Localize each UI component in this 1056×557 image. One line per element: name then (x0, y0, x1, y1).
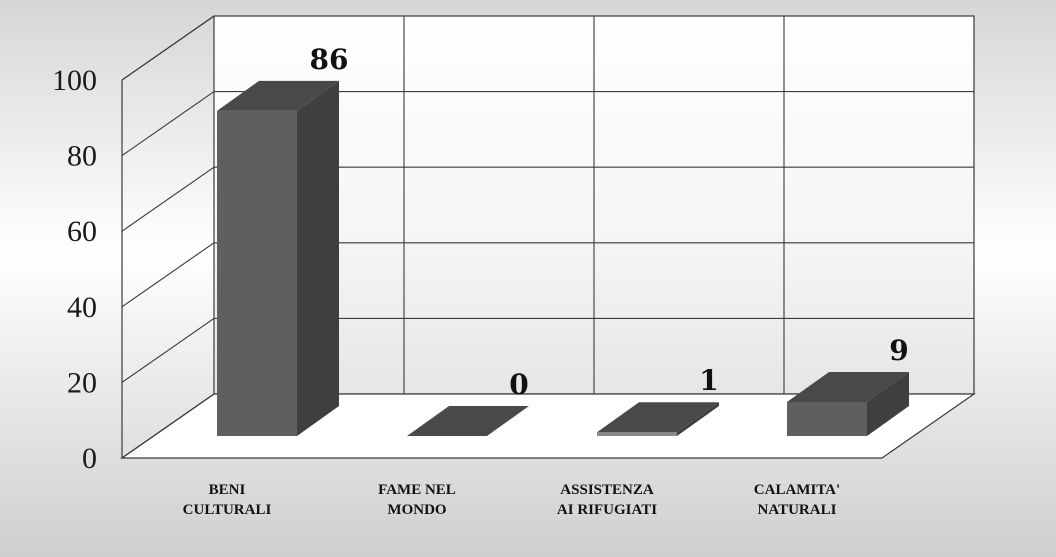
bar-top-face (217, 80, 339, 111)
y-tick-label: 100 (52, 64, 97, 97)
x-tick-label: NATURALI (758, 502, 837, 518)
data-label: 0 (509, 368, 528, 401)
axes (121, 15, 215, 458)
labels: 0 20 40 60 80 100 86 BENI CULTURALI 0 FAME NEL MOND… (52, 43, 909, 518)
x-tick-label: CALAMITA' (754, 482, 840, 498)
data-label: 86 (310, 43, 349, 76)
x-tick-label: BENI (209, 482, 246, 498)
bar (787, 371, 909, 436)
bar (217, 80, 339, 437)
bar-top-face (407, 406, 529, 436)
x-tick-label: ASSISTENZA (560, 482, 654, 498)
gridline-side (121, 317, 215, 383)
bars (217, 80, 909, 437)
gridline-side (121, 242, 215, 308)
data-label: 1 (699, 364, 718, 397)
x-tick-label: FAME NEL (378, 482, 456, 498)
y-tick-label: 0 (82, 442, 97, 475)
bar-top-face (597, 402, 719, 433)
y-tick-label: 60 (67, 215, 97, 248)
y-tick-label: 40 (67, 291, 97, 324)
side-wall-top-edge (121, 15, 215, 81)
data-label: 9 (889, 334, 908, 367)
bar-front-face (597, 432, 677, 436)
gridline-side (121, 166, 215, 232)
y-tick-label: 20 (67, 366, 97, 399)
bar-side-face (867, 371, 909, 436)
x-tick-label: CULTURALI (183, 502, 272, 518)
x-tick-label: MONDO (387, 502, 446, 518)
y-tick-label: 80 (67, 140, 97, 173)
bar-side-face (297, 80, 339, 437)
bar-front-face (217, 110, 297, 437)
gridline-side (121, 91, 215, 157)
bar-front-face (787, 401, 867, 436)
gridlines (121, 15, 974, 459)
gridline-side (121, 393, 215, 459)
x-tick-label: AI RIFUGIATI (557, 502, 657, 518)
bar-top-face (787, 371, 909, 402)
bar (407, 406, 529, 436)
bar-side-face (677, 402, 719, 436)
bar (597, 402, 719, 436)
